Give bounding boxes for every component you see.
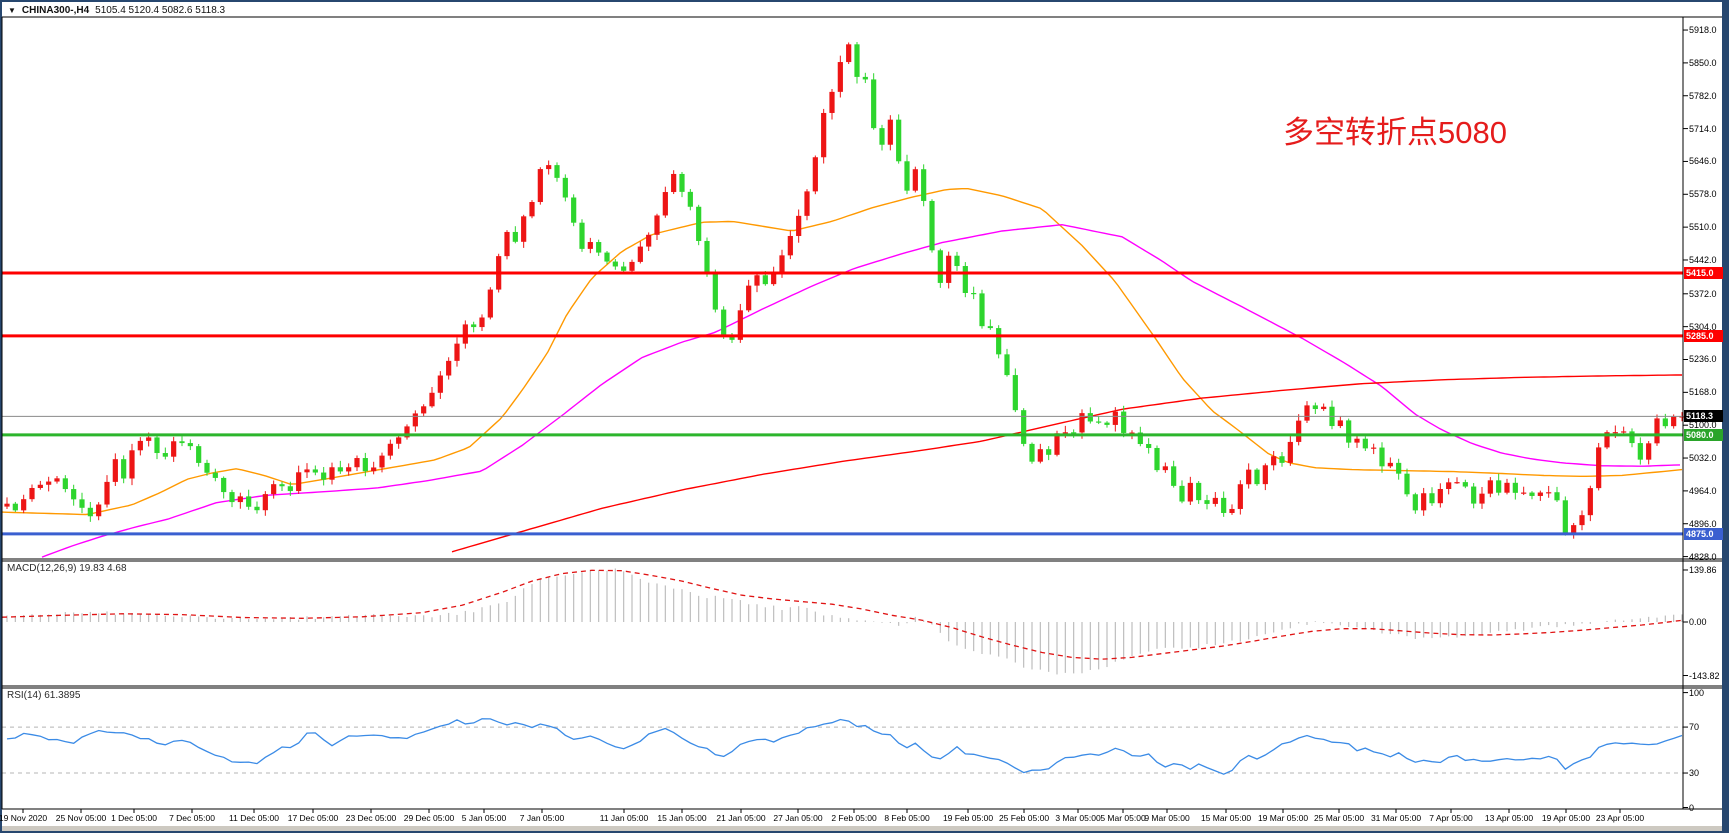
price-tick-label: 5714.0 <box>1689 123 1717 134</box>
price-tick-label: 4896.0 <box>1689 518 1717 529</box>
price-tick-label: 5850.0 <box>1689 57 1717 68</box>
date-tick-label: 15 Jan 05:00 <box>657 813 707 823</box>
date-tick-label: 8 Feb 05:00 <box>884 813 930 823</box>
window-border-top <box>0 0 1729 2</box>
price-tick-label: 5578.0 <box>1689 189 1717 200</box>
window-border-bottom <box>0 831 1729 833</box>
date-tick-label: 25 Mar 05:00 <box>1313 813 1365 823</box>
price-tick-label: 5646.0 <box>1689 156 1717 167</box>
ma-mid-magenta <box>41 223 1681 558</box>
date-tick-label: 19 Apr 05:00 <box>1541 813 1591 823</box>
date-tick-label: 27 Jan 05:00 <box>773 813 823 823</box>
price-tick-label: 5372.0 <box>1689 288 1717 299</box>
price-tick-label: 5304.0 <box>1689 321 1717 332</box>
price-tick-label: 5100.0 <box>1689 420 1717 431</box>
date-tick-label: 13 Apr 05:00 <box>1484 813 1534 823</box>
rsi-tick-label: 70 <box>1689 722 1700 733</box>
date-tick-label: 5 Mar 05:00 <box>1100 813 1146 823</box>
ma-slow-red <box>451 374 1682 553</box>
price-level-badge: 5080.0 <box>1684 428 1723 441</box>
rsi-layer <box>2 718 1683 775</box>
date-tick-label: 7 Apr 05:00 <box>1429 813 1473 823</box>
date-tick-label: 23 Apr 05:00 <box>1595 813 1645 823</box>
price-tick-label: 4828.0 <box>1689 551 1717 562</box>
date-tick-label: 11 Dec 05:00 <box>229 813 279 823</box>
price-level-badge: 5118.3 <box>1684 410 1723 423</box>
rsi-tick-label: 0 <box>1689 802 1695 813</box>
panel-borders-layer <box>1 16 1722 810</box>
date-tick-label: 19 Nov 2020 <box>0 813 48 823</box>
rsi-label: RSI(14) 61.3895 <box>7 690 81 701</box>
date-tick-label: 3 Mar 05:00 <box>1055 813 1101 823</box>
date-tick-label: 25 Nov 05:00 <box>55 813 107 823</box>
price-tick-label: 5782.0 <box>1689 90 1717 101</box>
date-tick-label: 9 Mar 05:00 <box>1144 813 1190 823</box>
window-statusbar-strip <box>2 826 1722 831</box>
date-tick-label: 11 Jan 05:00 <box>599 813 649 823</box>
price-tick-label: 5442.0 <box>1689 254 1717 265</box>
macd-tick-label: -143.82 <box>1689 670 1720 681</box>
date-tick-label: 5 Jan 05:00 <box>461 813 507 823</box>
date-tick-label: 19 Feb 05:00 <box>942 813 994 823</box>
rsi-line <box>6 718 1683 775</box>
ma-fast-orange <box>1 187 1683 516</box>
date-tick-label: 29 Dec 05:00 <box>403 813 455 823</box>
rsi-tick-label: 100 <box>1689 687 1705 698</box>
price-level-badge: 4875.0 <box>1684 527 1723 540</box>
macd-tick-label: 0.00 <box>1689 617 1707 627</box>
price-tick-label: 5168.0 <box>1689 387 1717 398</box>
level-lines-layer <box>2 271 1683 536</box>
price-level-badge: 5285.0 <box>1684 329 1723 342</box>
date-tick-label: 1 Dec 05:00 <box>111 813 157 823</box>
macd-tick-label: 139.86 <box>1689 564 1717 575</box>
date-tick-label: 7 Dec 05:00 <box>169 813 215 823</box>
window-border-right <box>1722 0 1729 833</box>
macd-signal-line <box>1 569 1683 660</box>
date-tick-label: 31 Mar 05:00 <box>1370 813 1422 823</box>
price-tick-label: 4964.0 <box>1689 485 1717 496</box>
annotation-text: 多空转折点5080 <box>1283 115 1507 150</box>
axis-ticks-layer <box>22 29 1688 813</box>
date-tick-label: 2 Feb 05:00 <box>831 813 877 823</box>
symbol-header: ▼ CHINA300-,H4 5105.4 5120.4 5082.6 5118… <box>8 4 225 17</box>
ohlc-values: 5105.4 5120.4 5082.6 5118.3 <box>95 5 226 16</box>
price-tick-label: 5032.0 <box>1689 453 1717 464</box>
date-tick-label: 21 Jan 05:00 <box>716 813 766 823</box>
symbol-label: CHINA300-,H4 <box>21 5 90 16</box>
date-tick-label: 25 Feb 05:00 <box>998 813 1050 823</box>
price-tick-label: 5918.0 <box>1689 25 1717 36</box>
ma-lines-layer <box>1 187 1683 558</box>
date-tick-label: 17 Dec 05:00 <box>287 813 339 823</box>
macd-label: MACD(12,26,9) 19.83 4.68 <box>7 563 127 574</box>
candles-layer <box>4 41 1685 539</box>
window-border-left <box>0 0 2 833</box>
price-tick-label: 5236.0 <box>1689 354 1717 365</box>
date-tick-label: 7 Jan 05:00 <box>519 813 565 823</box>
symbol-dropdown-icon[interactable]: ▼ <box>8 5 16 15</box>
rsi-tick-label: 30 <box>1689 768 1700 779</box>
price-level-badge: 5415.0 <box>1684 267 1723 280</box>
date-tick-label: 15 Mar 05:00 <box>1200 813 1252 823</box>
price-tick-label: 5510.0 <box>1689 222 1717 233</box>
date-tick-label: 19 Mar 05:00 <box>1257 813 1309 823</box>
date-tick-label: 23 Dec 05:00 <box>345 813 397 823</box>
macd-layer <box>1 568 1683 675</box>
